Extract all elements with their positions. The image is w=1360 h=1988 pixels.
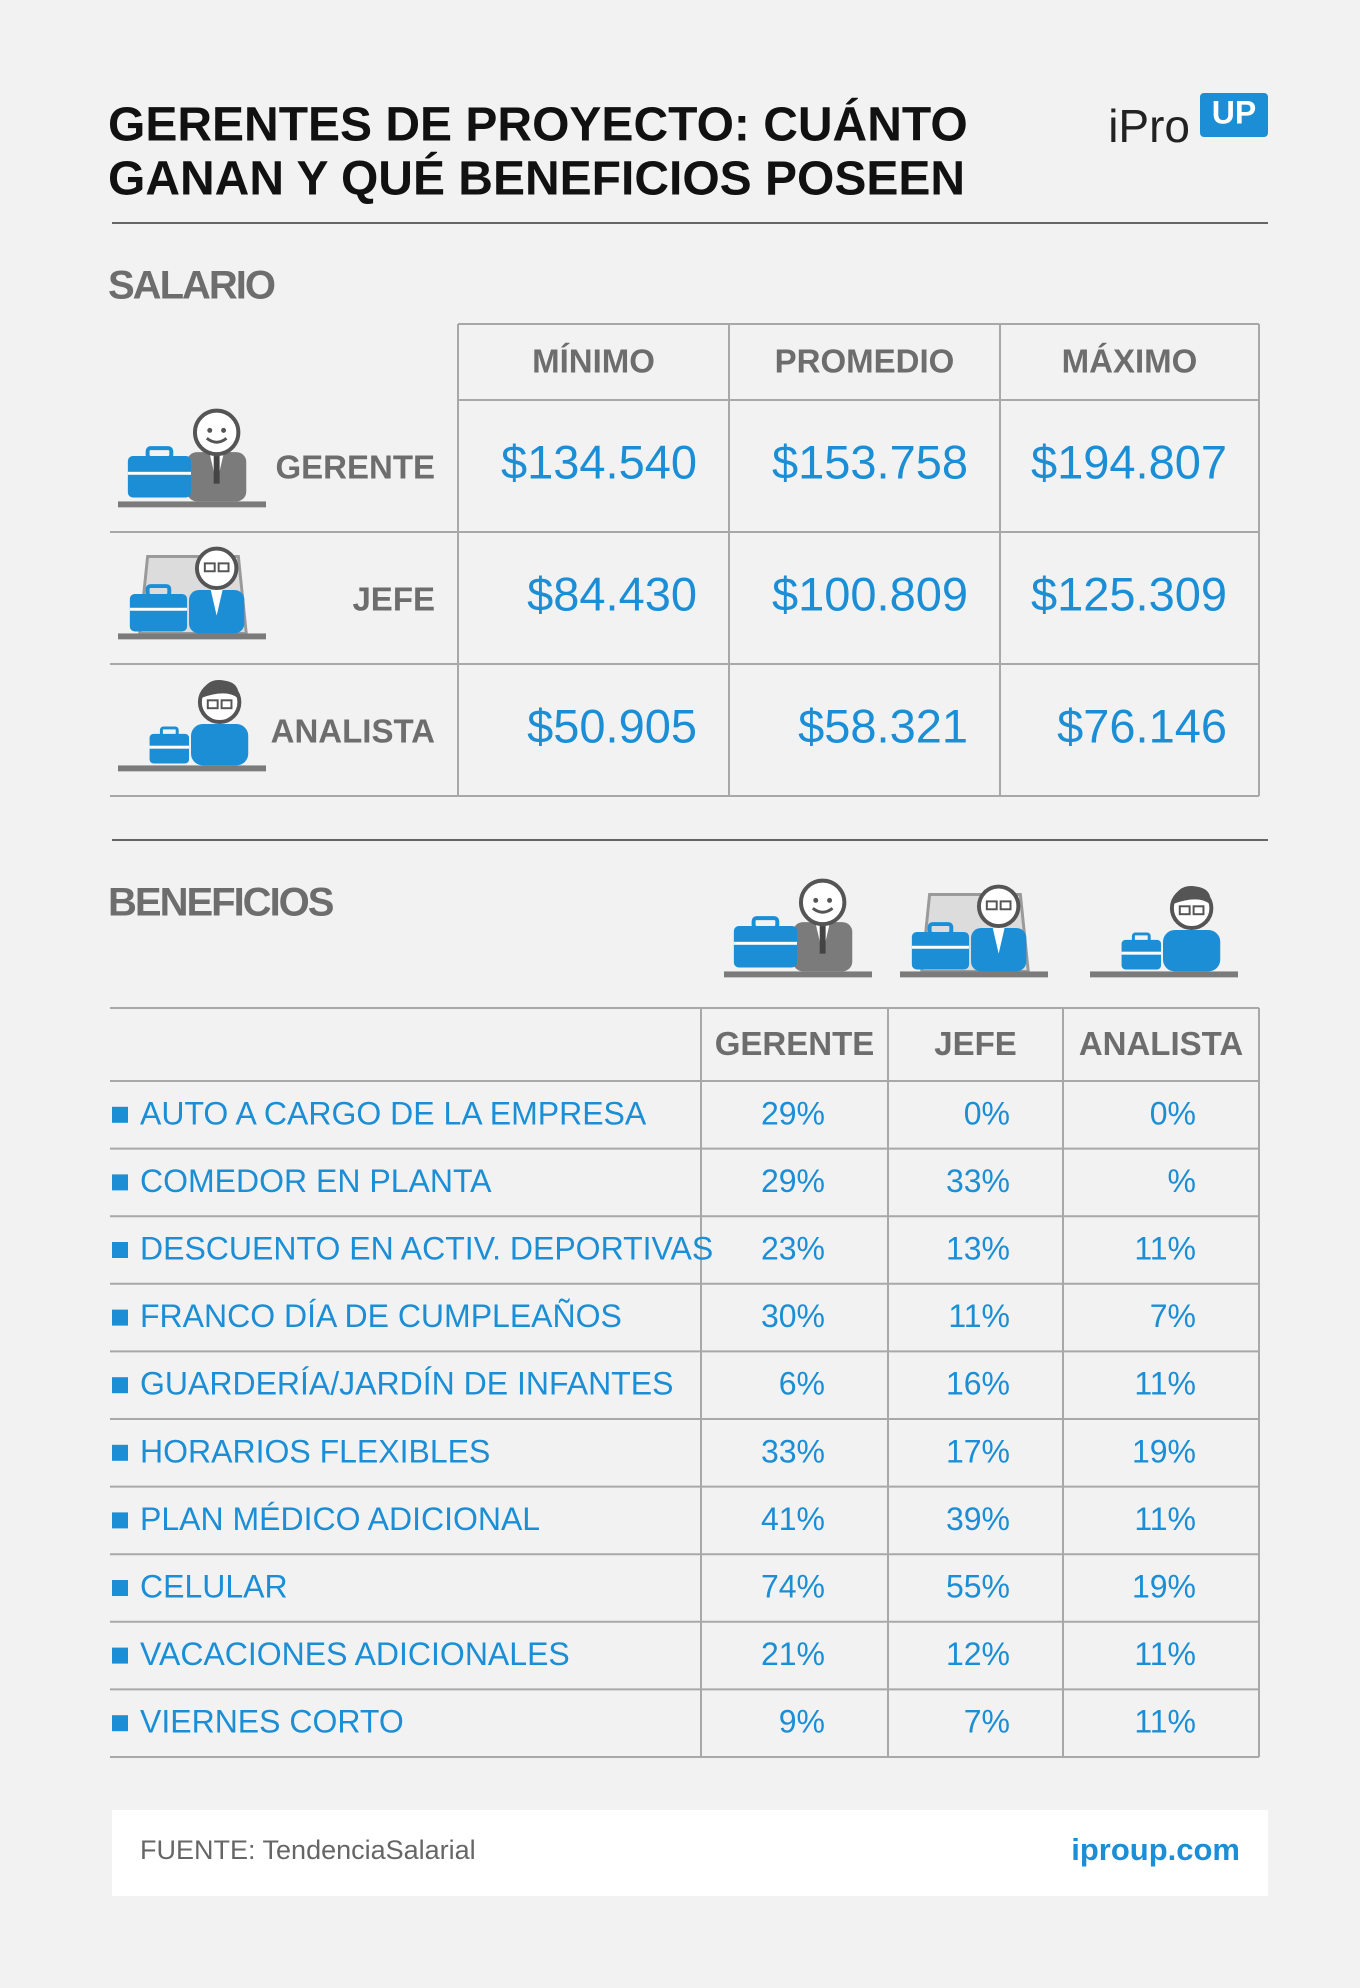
benefit-label: FRANCO DÍA DE CUMPLEAÑOS <box>140 1298 622 1334</box>
icon-analista <box>118 680 266 771</box>
row-label: ANALISTA <box>271 713 435 750</box>
benefit-value: 11% <box>1134 1636 1196 1672</box>
salary-value: $134.540 <box>501 435 697 488</box>
title-line: GERENTES DE PROYECTO: CUÁNTO <box>108 98 968 152</box>
footer-source: FUENTE: TendenciaSalarial <box>140 1835 476 1865</box>
icon-jefe <box>118 549 266 640</box>
benefit-value: 11% <box>948 1298 1010 1334</box>
benefit-value: 9% <box>779 1704 825 1740</box>
icon-gerente <box>724 881 872 978</box>
benefit-value: 17% <box>946 1433 1010 1469</box>
benefit-value: 16% <box>946 1366 1010 1402</box>
column-header: PROMEDIO <box>775 343 955 380</box>
benefit-label: VACACIONES ADICIONALES <box>140 1636 570 1672</box>
benefit-value: % <box>1168 1163 1196 1199</box>
column-header: ANALISTA <box>1079 1025 1243 1062</box>
benefit-value: 11% <box>1134 1704 1196 1740</box>
column-header: GERENTE <box>715 1025 875 1062</box>
icon-analista <box>1090 886 1238 977</box>
salary-value: $125.309 <box>1031 567 1227 620</box>
benefit-value: 29% <box>761 1095 825 1131</box>
benefit-label: CELULAR <box>140 1568 288 1604</box>
footer-box <box>112 1810 1268 1896</box>
benefit-value: 39% <box>946 1501 1010 1537</box>
icon-jefe <box>900 887 1048 978</box>
salary-value: $50.905 <box>527 699 697 752</box>
icon-gerente <box>118 411 266 508</box>
column-header: MÁXIMO <box>1062 343 1198 380</box>
logo-badge-box <box>1200 93 1268 137</box>
benefit-label: HORARIOS FLEXIBLES <box>140 1433 490 1469</box>
source-name: TendenciaSalarial <box>263 1835 476 1865</box>
benefit-value: 19% <box>1132 1433 1196 1469</box>
row-label: GERENTE <box>275 449 435 486</box>
benefit-label: VIERNES CORTO <box>140 1704 404 1740</box>
benefit-label: AUTO A CARGO DE LA EMPRESA <box>140 1095 647 1131</box>
benefit-label: DESCUENTO EN ACTIV. DEPORTIVAS <box>140 1230 713 1266</box>
benefit-value: 30% <box>761 1298 825 1334</box>
benefit-value: 0% <box>1150 1095 1196 1131</box>
row-label: JEFE <box>352 581 435 618</box>
benefit-value: 7% <box>1150 1298 1196 1334</box>
bullet <box>112 1580 128 1596</box>
bullet <box>112 1715 128 1732</box>
benefit-value: 29% <box>761 1163 825 1199</box>
salary-value: $194.807 <box>1031 435 1227 488</box>
footer-site: iproup.com <box>1071 1832 1240 1867</box>
benefit-value: 21% <box>761 1636 825 1672</box>
column-header: MÍNIMO <box>532 343 655 380</box>
salary-value: $58.321 <box>798 699 968 752</box>
benefit-value: 23% <box>761 1230 825 1266</box>
benefit-value: 33% <box>761 1433 825 1469</box>
benefit-value: 7% <box>964 1704 1010 1740</box>
salary-value: $76.146 <box>1057 699 1227 752</box>
bullet <box>112 1309 128 1326</box>
bullet <box>112 1377 128 1394</box>
benefit-value: 13% <box>946 1230 1010 1266</box>
logo-badge: UP <box>1212 94 1256 130</box>
benefit-label: COMEDOR EN PLANTA <box>140 1163 492 1199</box>
benefit-label: PLAN MÉDICO ADICIONAL <box>140 1501 540 1537</box>
bullet <box>112 1647 128 1664</box>
section-title: SALARIO <box>108 264 275 308</box>
bullet <box>112 1512 128 1529</box>
source-label: FUENTE: <box>140 1835 256 1865</box>
benefit-value: 11% <box>1134 1501 1196 1537</box>
bullet <box>112 1242 128 1258</box>
benefit-value: 12% <box>946 1636 1010 1672</box>
benefit-value: 19% <box>1132 1568 1196 1604</box>
benefit-value: 33% <box>946 1163 1010 1199</box>
benefit-value: 6% <box>779 1366 825 1402</box>
salary-value: $84.430 <box>527 567 697 620</box>
benefit-value: 41% <box>761 1501 825 1537</box>
bullet <box>112 1444 128 1461</box>
column-header: JEFE <box>934 1025 1017 1062</box>
benefit-label: GUARDERÍA/JARDÍN DE INFANTES <box>140 1366 673 1402</box>
title-line: GANAN Y QUÉ BENEFICIOS POSEEN <box>108 152 965 206</box>
salary-value: $153.758 <box>772 435 968 488</box>
section-title: BENEFICIOS <box>108 881 334 925</box>
logo: iPro <box>1108 100 1190 152</box>
benefit-value: 11% <box>1134 1230 1196 1266</box>
benefit-value: 11% <box>1134 1366 1196 1402</box>
benefit-value: 74% <box>761 1568 825 1604</box>
benefit-value: 55% <box>946 1568 1010 1604</box>
salary-value: $100.809 <box>772 567 968 620</box>
bullet <box>112 1106 128 1123</box>
bullet <box>112 1174 128 1191</box>
benefit-value: 0% <box>964 1095 1010 1131</box>
